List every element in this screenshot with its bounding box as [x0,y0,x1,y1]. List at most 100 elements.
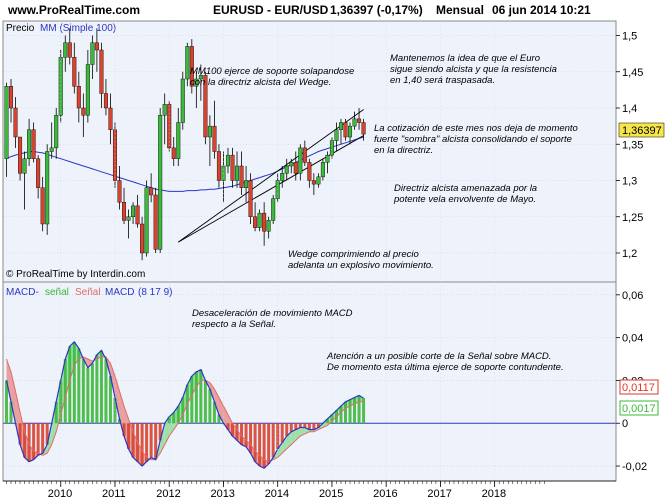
candle [58,50,63,123]
price-tick-label: 1,3 [622,176,637,188]
candle-body-up [329,140,334,156]
hist-bar-positive [348,399,352,424]
candle-body-up [325,154,330,163]
hist-bar-negative [244,423,248,447]
hist-bar-negative [298,423,302,428]
candle-body-up [22,158,27,174]
hist-bar-negative [280,423,284,443]
candle-body-down [216,151,221,181]
hist-bar-positive [77,348,81,424]
year-label: 2011 [102,488,126,500]
hist-bar-negative [271,423,275,458]
macd-tick-label: 0 [622,418,628,430]
macd-annotation-line: Atención a un posible corte de la Señal … [326,351,551,362]
price-annotation-line: La cotización de este mes nos deja de mo… [374,123,578,134]
candle-body-up [266,220,271,232]
candle [284,158,289,181]
candle-body-up [63,42,68,58]
candle-body-down [13,107,18,138]
candle-body-up [49,147,54,152]
candle-body-up [320,162,325,178]
hist-bar-positive [63,359,67,424]
candle [180,71,185,130]
hist-bar-positive [176,406,180,424]
hist-bar-negative [262,423,266,469]
site-name[interactable]: www.ProRealTime.com [7,3,140,17]
price-tick-label: 1,45 [622,67,643,79]
candle-body-down [122,202,127,221]
macd-tick-label: -0,02 [622,461,647,473]
candle [244,166,249,203]
price-annotation-line: Directriz alcista amenazada por la [394,183,537,194]
candle-body-down [108,107,113,130]
candle-body-up [280,173,285,181]
last-price-label: 1,36397 [622,125,662,137]
macd-fill-bear [110,363,115,398]
hist-bar-positive [330,414,334,424]
candle [207,115,212,166]
candle-body-down [262,212,267,232]
candle-body-up [348,125,353,138]
candle [31,122,36,163]
hist-bar-negative [45,423,49,445]
year-label: 2013 [210,488,234,500]
candle [302,140,307,166]
candle [325,151,330,174]
candle [99,42,104,108]
candle [357,108,362,130]
hist-bar-positive [172,412,176,424]
hist-bar-positive [5,380,8,424]
candle [9,79,14,123]
candle [27,118,32,166]
hist-bar-positive [113,397,117,424]
macd-tick-label: 0,06 [622,290,643,302]
candle-body-down [311,180,316,185]
hist-bar-negative [23,423,27,458]
candle-body-up [235,165,240,181]
candle [18,136,23,181]
candle-body-up [271,198,276,221]
hist-bar-negative [294,423,298,430]
hist-bar-positive [9,401,13,424]
candle-body-up [334,129,339,141]
candle-body-down [117,180,122,203]
candle [262,202,267,246]
candle-body-down [361,122,366,135]
candle-body-down [18,136,23,174]
candle-body-down [72,57,77,87]
candle-body-down [40,187,45,225]
candle-body-down [239,165,244,188]
hist-bar-negative [131,423,135,458]
candle [257,209,262,232]
candle-body-up [225,154,230,167]
candle-body-up [298,147,303,174]
price-annotation-line: potente vela envolvente de Mayo. [393,194,536,205]
candle [361,118,366,141]
year-label: 2012 [156,488,180,500]
candle-body-up [45,151,50,225]
candle-body-up [289,162,294,167]
candle-body-down [230,154,235,181]
macd-value-label: 0,0117 [622,382,655,394]
candle-body-down [140,223,145,254]
candle-body-up [185,46,190,80]
candle-body-up [4,86,9,159]
hist-bar-negative [235,423,239,441]
candle-body-down [248,180,253,217]
price-annotation-line: Wedge comprimiendo al precio [288,249,419,260]
hist-bar-positive [194,371,198,424]
macd-legend: MACD- señal Señal MACD (8 17 9) [6,287,172,298]
price-panel[interactable] [3,21,616,282]
candle [72,42,77,94]
candle-body-down [9,86,14,109]
candle-body-down [36,158,41,188]
hist-bar-positive [217,414,221,424]
candle [81,93,86,137]
candle [135,195,140,228]
candle [54,108,59,159]
year-label: 2017 [427,488,451,500]
hist-bar-negative [231,423,234,437]
hist-value-box [619,400,659,416]
hist-bar-negative [149,423,153,458]
